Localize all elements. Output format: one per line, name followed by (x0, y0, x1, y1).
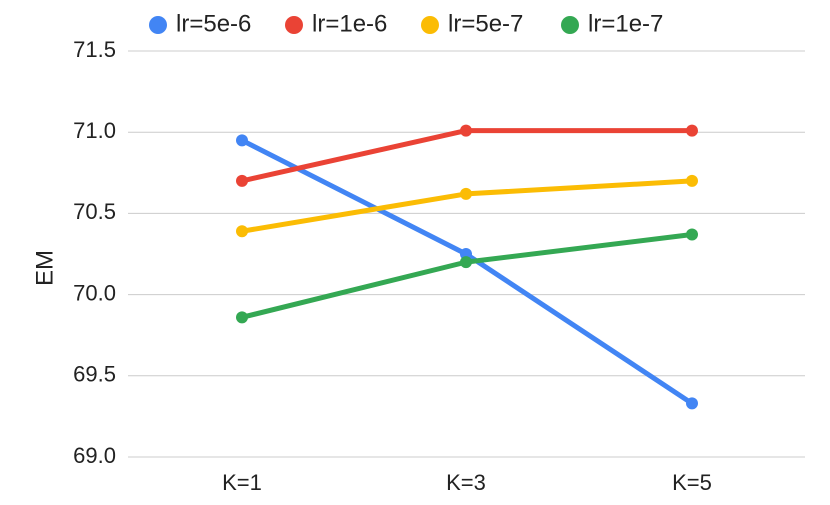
legend-item: lr=1e-6 (285, 10, 387, 37)
series-lr=1e-7 (236, 228, 698, 324)
legend-marker (149, 16, 167, 34)
x-tick-label: K=3 (446, 470, 486, 495)
legend: lr=5e-6 lr=1e-6 lr=5e-7 lr=1e-7 (149, 10, 663, 37)
y-axis-ticks: 69.0 69.5 70.0 70.5 71.0 71.5 (73, 37, 116, 468)
data-point (236, 225, 248, 238)
data-point (236, 134, 248, 147)
data-point (686, 397, 698, 410)
series-line (239, 232, 695, 320)
legend-marker (285, 16, 303, 34)
series-lr=5e-7 (236, 174, 698, 238)
legend-item: lr=5e-6 (149, 10, 251, 37)
legend-marker (561, 16, 579, 34)
x-tick-label: K=5 (672, 470, 712, 495)
series-group (236, 124, 698, 410)
series-lr=1e-6 (236, 124, 698, 187)
legend-label: lr=1e-6 (312, 10, 387, 37)
legend-label: lr=1e-7 (588, 10, 663, 37)
y-tick-label: 70.0 (73, 280, 116, 305)
legend-label: lr=5e-7 (448, 10, 523, 37)
y-tick-label: 69.5 (73, 362, 116, 387)
data-point (460, 187, 472, 200)
legend-marker (421, 16, 439, 34)
data-point (460, 124, 472, 137)
series-lr=5e-6 (236, 134, 698, 410)
data-point (686, 174, 698, 187)
y-tick-label: 69.0 (73, 443, 116, 468)
data-point (460, 256, 472, 269)
y-tick-label: 70.5 (73, 199, 116, 224)
x-axis-ticks: K=1 K=3 K=5 (222, 470, 712, 495)
legend-item: lr=5e-7 (421, 10, 523, 37)
y-axis-label: EM (31, 250, 58, 286)
y-tick-label: 71.0 (73, 118, 116, 143)
y-tick-label: 71.5 (73, 37, 116, 62)
legend-item: lr=1e-7 (561, 10, 663, 37)
data-point (236, 311, 248, 324)
data-point (686, 228, 698, 241)
series-line (239, 137, 695, 406)
legend-label: lr=5e-6 (176, 10, 251, 37)
x-tick-label: K=1 (222, 470, 262, 495)
data-point (686, 124, 698, 137)
data-point (236, 174, 248, 187)
